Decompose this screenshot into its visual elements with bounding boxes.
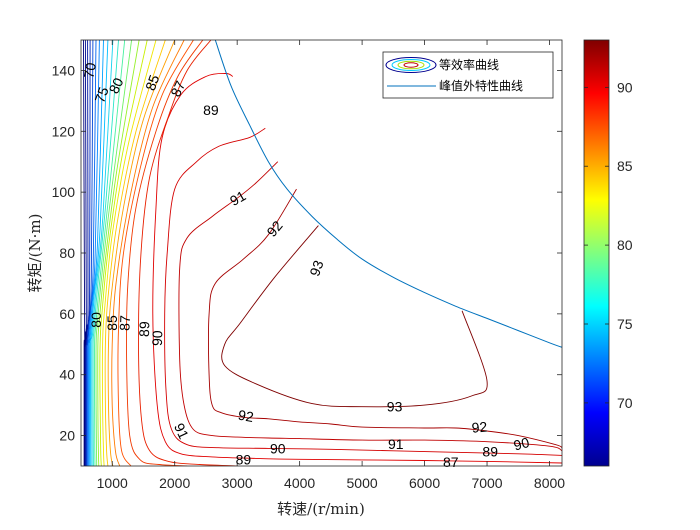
contour-line-85 — [111, 40, 185, 466]
contour-label-91: 91 — [388, 436, 404, 452]
legend-label-peak: 峰值外特性曲线 — [439, 78, 523, 93]
contour-label-93: 93 — [306, 258, 326, 278]
contour-label-87: 87 — [116, 315, 133, 331]
contour-line-82 — [101, 40, 157, 466]
x-tick-label: 7000 — [471, 475, 502, 491]
colorbar-tick-label: 85 — [617, 158, 633, 174]
contour-line-77 — [92, 40, 119, 466]
legend-label-contours: 等效率曲线 — [439, 57, 499, 72]
y-tick-label: 120 — [52, 123, 76, 139]
colorbar-ticks: 70 75 80 85 90 — [584, 79, 633, 411]
contour-line-86 — [117, 40, 194, 466]
contour-label-90: 90 — [512, 434, 531, 454]
contour-line-72 — [87, 40, 97, 466]
contour-line-92 — [208, 188, 562, 449]
x-tick-label: 4000 — [284, 475, 315, 491]
contour-line-89 — [152, 73, 562, 464]
contour-line-90 — [164, 127, 562, 456]
colorbar-frame — [583, 39, 610, 467]
x-axis: 1000 2000 3000 4000 5000 6000 7000 8000 — [97, 40, 565, 491]
contour-line-83 — [104, 40, 166, 466]
contour-label-70: 70 — [80, 61, 98, 79]
contour-line-69 — [84, 40, 89, 466]
contour-line-93 — [221, 225, 488, 408]
contour-label-89: 89 — [482, 444, 498, 460]
y-tick-label: 80 — [59, 245, 75, 261]
colorbar-tick-label: 80 — [617, 237, 633, 253]
contour-label-91: 91 — [227, 187, 249, 209]
colorbar-tick-label: 70 — [617, 395, 633, 411]
contour-line-88 — [138, 40, 238, 466]
x-axis-title: 转速/(r/min) — [277, 500, 365, 518]
contour-line-84 — [107, 40, 176, 466]
contour-line-78 — [94, 40, 126, 466]
x-tick-label: 2000 — [159, 475, 190, 491]
contour-label-90: 90 — [149, 330, 166, 346]
contour-line-79 — [95, 40, 133, 466]
y-tick-label: 140 — [52, 62, 76, 78]
contour-label-80: 80 — [105, 75, 126, 96]
y-tick-label: 60 — [59, 306, 75, 322]
contour-label-75: 75 — [91, 85, 111, 105]
contour-label-89: 89 — [203, 102, 219, 118]
contour-label-92: 92 — [237, 407, 255, 425]
contour-label-90: 90 — [270, 440, 286, 456]
contour-lines — [83, 40, 562, 466]
contour-line-76 — [91, 40, 114, 466]
contour-label-87: 87 — [443, 454, 459, 470]
y-tick-label: 100 — [52, 184, 76, 200]
colorbar-gradient — [584, 40, 609, 466]
plot-area — [81, 40, 562, 466]
y-axis-title: 转矩/(N·m) — [26, 214, 44, 293]
x-tick-label: 3000 — [222, 475, 253, 491]
x-tick-label: 8000 — [534, 475, 565, 491]
colorbar-tick-label: 90 — [617, 79, 633, 95]
contour-line-71 — [86, 40, 94, 466]
contour-line-91 — [178, 161, 562, 452]
contour-line-87 — [125, 40, 204, 466]
x-tick-label: 5000 — [347, 475, 378, 491]
peak-torque-curve — [214, 40, 562, 348]
contour-line-81 — [99, 40, 148, 466]
x-tick-label: 6000 — [409, 475, 440, 491]
legend-contour-icon — [385, 57, 437, 73]
y-tick-label: 20 — [59, 428, 75, 444]
contour-label-92: 92 — [471, 418, 488, 435]
y-axis: 20 40 60 80 100 120 140 — [52, 62, 562, 444]
contour-label-91: 91 — [171, 421, 192, 442]
contour-label-85: 85 — [104, 315, 120, 331]
colorbar-tick-label: 75 — [617, 316, 633, 332]
x-tick-label: 1000 — [97, 475, 128, 491]
contour-line-73 — [88, 40, 100, 466]
contour-label-89: 89 — [236, 451, 252, 467]
contour-line-70 — [85, 40, 91, 466]
peak-curve-group — [214, 40, 562, 348]
contour-line-80 — [97, 40, 140, 466]
contour-label-80: 80 — [88, 312, 104, 328]
contour-label-93: 93 — [387, 399, 403, 415]
contour-label-89: 89 — [136, 321, 153, 337]
y-tick-label: 40 — [59, 367, 75, 383]
legend: 等效率曲线 峰值外特性曲线 — [382, 51, 554, 99]
contour-label-85: 85 — [142, 72, 162, 92]
contour-line-67 — [83, 40, 86, 466]
contour-line-74 — [89, 40, 104, 466]
colorbar: 70 75 80 85 90 — [583, 39, 633, 467]
contour-line-75 — [90, 40, 109, 466]
contour-label-87: 87 — [167, 78, 188, 99]
